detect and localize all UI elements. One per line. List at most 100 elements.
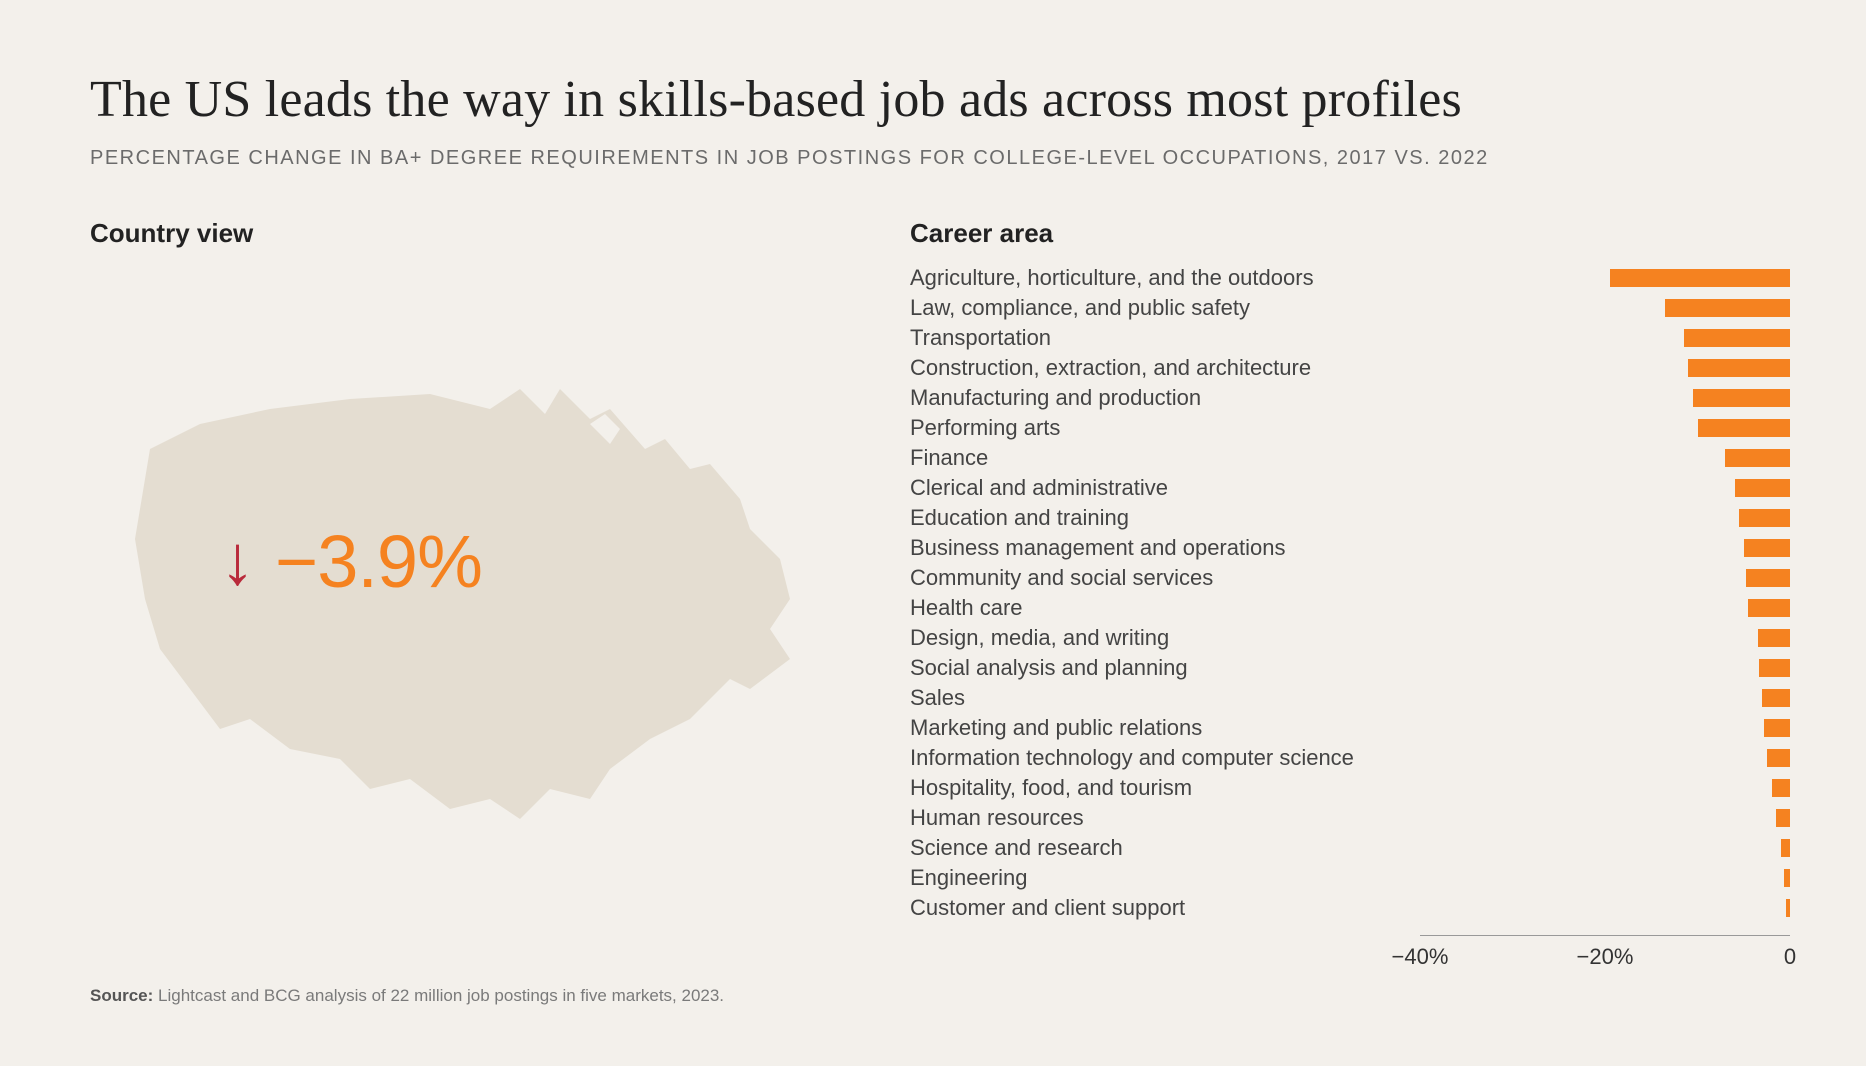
bar-row-plot [1420, 893, 1790, 923]
bar-row: Construction, extraction, and architectu… [910, 353, 1790, 383]
bar-row: Community and social services [910, 563, 1790, 593]
bar-row: Transportation [910, 323, 1790, 353]
bar [1725, 449, 1790, 467]
chart-title: The US leads the way in skills-based job… [90, 70, 1776, 129]
bar-row-label: Clerical and administrative [910, 475, 1420, 501]
bar-row-plot [1420, 563, 1790, 593]
bar-row-plot [1420, 383, 1790, 413]
career-area-header: Career area [910, 218, 1790, 249]
columns: Country view ↓ −3.9% Career area Agricul… [90, 218, 1776, 990]
bar-row-label: Law, compliance, and public safety [910, 295, 1420, 321]
bar-row-plot [1420, 533, 1790, 563]
bar-row-plot [1420, 593, 1790, 623]
down-arrow-icon: ↓ [220, 527, 255, 597]
bar-row: Marketing and public relations [910, 713, 1790, 743]
bar [1786, 899, 1790, 917]
x-axis-tick: −40% [1392, 944, 1449, 970]
bar-row: Performing arts [910, 413, 1790, 443]
bar-row-plot [1420, 713, 1790, 743]
career-area-column: Career area Agriculture, horticulture, a… [910, 218, 1790, 990]
bar-row-plot [1420, 773, 1790, 803]
source-label: Source: [90, 986, 153, 1005]
bar [1776, 809, 1790, 827]
bar-row: Social analysis and planning [910, 653, 1790, 683]
bar-row-label: Design, media, and writing [910, 625, 1420, 651]
country-view-column: Country view ↓ −3.9% [90, 218, 850, 990]
bar [1746, 569, 1790, 587]
chart-subtitle: PERCENTAGE CHANGE IN BA+ DEGREE REQUIREM… [90, 147, 1776, 170]
bar [1735, 479, 1791, 497]
bar-row-plot [1420, 323, 1790, 353]
map-overlay: ↓ −3.9% [220, 519, 482, 604]
bar-row-label: Science and research [910, 835, 1420, 861]
bar [1784, 869, 1790, 887]
bar [1748, 599, 1790, 617]
bar-row: Information technology and computer scie… [910, 743, 1790, 773]
bar-row: Customer and client support [910, 893, 1790, 923]
bar [1781, 839, 1790, 857]
bar-row: Human resources [910, 803, 1790, 833]
bar-row-label: Sales [910, 685, 1420, 711]
bar-row: Law, compliance, and public safety [910, 293, 1790, 323]
bar [1610, 269, 1790, 287]
bar-row: Education and training [910, 503, 1790, 533]
bar-row-plot [1420, 743, 1790, 773]
bar [1739, 509, 1790, 527]
x-axis: −40%−20%0 [1420, 935, 1790, 990]
x-axis-tick: 0 [1784, 944, 1796, 970]
bar-row-label: Transportation [910, 325, 1420, 351]
bar-row: Design, media, and writing [910, 623, 1790, 653]
bar-row: Finance [910, 443, 1790, 473]
bar-row-label: Community and social services [910, 565, 1420, 591]
bar-row: Agriculture, horticulture, and the outdo… [910, 263, 1790, 293]
bar-row-plot [1420, 863, 1790, 893]
page-root: The US leads the way in skills-based job… [0, 0, 1866, 1066]
bar [1684, 329, 1790, 347]
source-text: Lightcast and BCG analysis of 22 million… [153, 986, 724, 1005]
bar-row-plot [1420, 263, 1790, 293]
bar [1762, 689, 1790, 707]
bar-row: Engineering [910, 863, 1790, 893]
bar-row-plot [1420, 443, 1790, 473]
us-map-wrap: ↓ −3.9% [90, 329, 810, 849]
x-axis-tick: −20% [1577, 944, 1634, 970]
bar-row-label: Finance [910, 445, 1420, 471]
bar-row-plot [1420, 503, 1790, 533]
bar-row-label: Business management and operations [910, 535, 1420, 561]
bar-row-label: Engineering [910, 865, 1420, 891]
bar-row-label: Information technology and computer scie… [910, 745, 1420, 771]
bar-row-plot [1420, 413, 1790, 443]
bar-row-label: Health care [910, 595, 1420, 621]
bar [1693, 389, 1790, 407]
bar-row-plot [1420, 833, 1790, 863]
bar [1764, 719, 1790, 737]
bar-row-plot [1420, 653, 1790, 683]
bar-row-plot [1420, 623, 1790, 653]
bar-row-plot [1420, 473, 1790, 503]
bar [1759, 659, 1790, 677]
bar-row-plot [1420, 293, 1790, 323]
bar [1758, 629, 1790, 647]
bar-row: Sales [910, 683, 1790, 713]
career-bar-chart: Agriculture, horticulture, and the outdo… [910, 263, 1790, 990]
bar-row: Health care [910, 593, 1790, 623]
bar [1698, 419, 1791, 437]
bar-rows-container: Agriculture, horticulture, and the outdo… [910, 263, 1790, 923]
bar-row-label: Human resources [910, 805, 1420, 831]
bar [1665, 299, 1790, 317]
bar-row-label: Manufacturing and production [910, 385, 1420, 411]
bar-row-label: Construction, extraction, and architectu… [910, 355, 1420, 381]
bar-row-plot [1420, 803, 1790, 833]
bar-row: Hospitality, food, and tourism [910, 773, 1790, 803]
bar-row: Science and research [910, 833, 1790, 863]
bar-row-label: Marketing and public relations [910, 715, 1420, 741]
bar [1688, 359, 1790, 377]
bar-row-plot [1420, 683, 1790, 713]
bar-row: Business management and operations [910, 533, 1790, 563]
bar [1767, 749, 1790, 767]
bar-row-label: Agriculture, horticulture, and the outdo… [910, 265, 1420, 291]
bar-row-label: Social analysis and planning [910, 655, 1420, 681]
bar [1772, 779, 1791, 797]
bar-row: Clerical and administrative [910, 473, 1790, 503]
country-change-value: −3.9% [275, 519, 482, 604]
